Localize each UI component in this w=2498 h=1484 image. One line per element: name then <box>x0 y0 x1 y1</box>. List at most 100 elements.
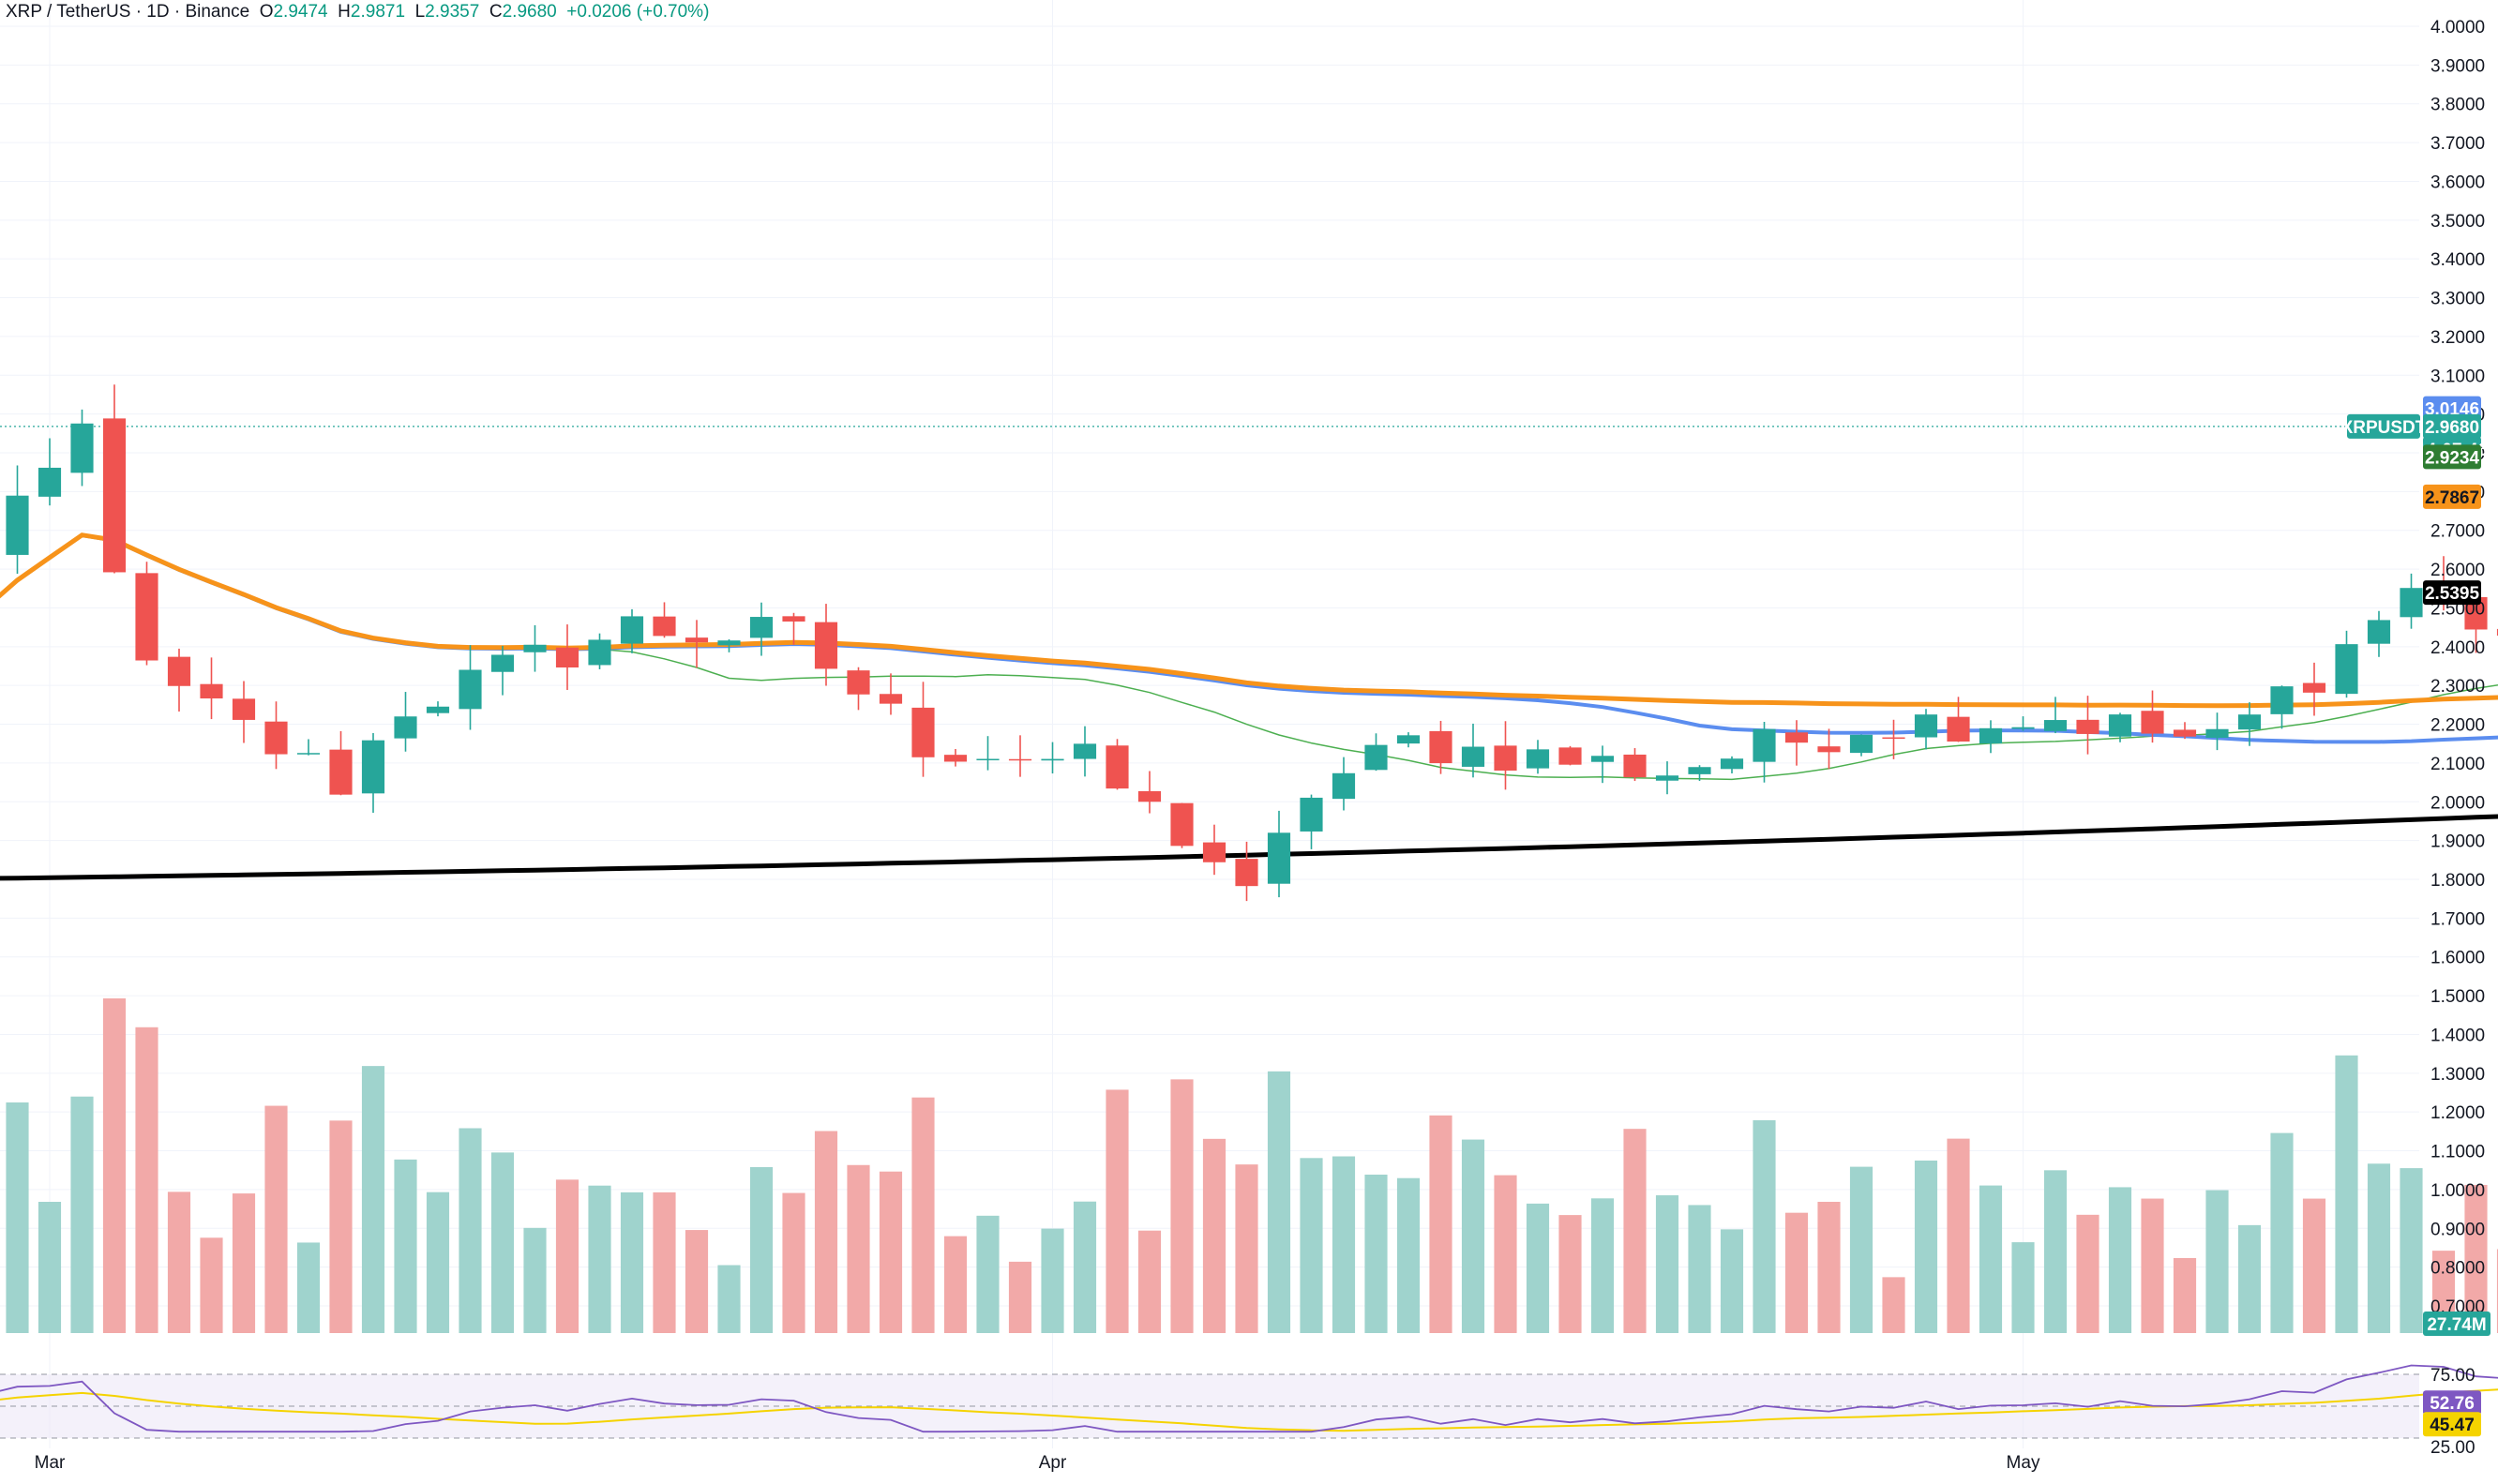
candle-body[interactable] <box>814 622 838 669</box>
rsi-pane <box>0 1364 2498 1439</box>
candle-body[interactable] <box>1753 728 1776 762</box>
candle-body[interactable] <box>1202 842 1226 862</box>
candle-body[interactable] <box>1461 746 1485 767</box>
candle-body[interactable] <box>1914 714 1938 738</box>
candle-body[interactable] <box>653 616 676 637</box>
candle-body[interactable] <box>2367 620 2391 644</box>
candlesticks[interactable] <box>0 174 2498 902</box>
candle-body[interactable] <box>782 616 805 622</box>
high-value: 2.9871 <box>350 2 406 22</box>
candle-body[interactable] <box>588 639 611 666</box>
candle-body[interactable] <box>1979 727 2003 744</box>
candle-body[interactable] <box>490 654 515 672</box>
candle-body[interactable] <box>70 423 94 473</box>
candle-body[interactable] <box>1849 734 1874 754</box>
volume-bar <box>1753 1119 1776 1333</box>
candle-body[interactable] <box>264 721 288 755</box>
candle-body[interactable] <box>2205 728 2229 738</box>
candle-body[interactable] <box>1590 756 1615 762</box>
volume-bar <box>1461 1139 1485 1333</box>
candle-body[interactable] <box>555 647 579 668</box>
candle-body[interactable] <box>2237 714 2262 730</box>
moving-averages <box>0 532 2498 881</box>
candle-body[interactable] <box>2043 720 2068 731</box>
candle-body[interactable] <box>1784 732 1809 743</box>
candle-body[interactable] <box>135 573 158 661</box>
symbol-tag-bg <box>2347 413 2420 439</box>
candle-body[interactable] <box>847 670 870 695</box>
volume-bar <box>1720 1229 1744 1333</box>
candle-body[interactable] <box>717 640 741 646</box>
candle-body[interactable] <box>1170 802 1194 847</box>
candle-body[interactable] <box>749 617 774 638</box>
candle-body[interactable] <box>2270 686 2294 714</box>
candle-body[interactable] <box>2076 719 2099 734</box>
candle-body[interactable] <box>1364 744 1388 771</box>
time-axis[interactable]: MarAprMayJunJulAugSepOct <box>35 1453 2498 1473</box>
price-axis[interactable]: 4.0000 3.9000 3.8000 3.7000 3.6000 3.5000 3.40… <box>2430 18 2485 1317</box>
candle-body[interactable] <box>879 694 903 704</box>
candle-body[interactable] <box>2496 628 2498 637</box>
candle-body[interactable] <box>102 418 127 573</box>
ma-200-line <box>0 814 2498 881</box>
volume-bar <box>2335 1055 2358 1333</box>
candle-body[interactable] <box>1623 754 1647 778</box>
candle-body[interactable] <box>1817 746 1841 753</box>
volume-bar <box>1267 1071 1291 1333</box>
candle-body[interactable] <box>1882 737 1905 740</box>
candle-body[interactable] <box>200 683 223 699</box>
volume-bar <box>2108 1187 2132 1333</box>
volume-bar <box>1429 1115 1452 1333</box>
ma-long-value-tag-bg <box>2423 484 2481 509</box>
rsi-value-tag-bg <box>2423 1390 2481 1416</box>
volume-bar <box>1300 1158 1323 1333</box>
price-tick-label: 3.6000 <box>2430 172 2485 192</box>
volume-bar <box>685 1230 709 1333</box>
candle-body[interactable] <box>2400 588 2423 618</box>
candle-body[interactable] <box>1688 767 1711 774</box>
candle-body[interactable] <box>361 740 385 794</box>
candle-body[interactable] <box>1720 758 1744 770</box>
candle-body[interactable] <box>167 656 191 686</box>
volume-bar <box>2141 1198 2164 1333</box>
volume-bar <box>1849 1166 1874 1333</box>
candle-body[interactable] <box>6 495 29 555</box>
candle-body[interactable] <box>2335 644 2358 695</box>
candle-body[interactable] <box>1558 747 1582 765</box>
candle-body[interactable] <box>1332 772 1356 800</box>
candle-body[interactable] <box>1008 758 1032 761</box>
candle-body[interactable] <box>296 753 321 755</box>
candle-body[interactable] <box>976 758 1000 761</box>
candle-body[interactable] <box>943 755 968 762</box>
candle-body[interactable] <box>1137 790 1162 802</box>
candle-body[interactable] <box>1267 832 1291 884</box>
candle-body[interactable] <box>2173 729 2197 737</box>
candle-body[interactable] <box>426 706 450 713</box>
candle-body[interactable] <box>394 716 417 739</box>
candle-body[interactable] <box>459 669 482 710</box>
candle-body[interactable] <box>1655 775 1679 781</box>
candle-body[interactable] <box>38 467 62 497</box>
candle-body[interactable] <box>1106 745 1129 789</box>
candle-body[interactable] <box>2108 714 2132 737</box>
candle-body[interactable] <box>523 644 547 652</box>
candle-body[interactable] <box>1300 797 1323 832</box>
candle-body[interactable] <box>1041 758 1064 761</box>
candle-body[interactable] <box>2302 682 2326 693</box>
candle-body[interactable] <box>2011 727 2035 729</box>
candle-body[interactable] <box>1526 749 1550 769</box>
candle-body[interactable] <box>685 637 709 643</box>
candle-body[interactable] <box>1947 716 1970 742</box>
candle-body[interactable] <box>1235 859 1258 887</box>
volume-bar <box>1947 1138 1970 1333</box>
candle-body[interactable] <box>1429 730 1452 764</box>
candle-body[interactable] <box>329 749 353 795</box>
candle-body[interactable] <box>2141 711 2164 734</box>
candle-body[interactable] <box>1494 745 1517 772</box>
candle-body[interactable] <box>911 707 935 757</box>
candle-body[interactable] <box>1396 735 1421 744</box>
candle-body[interactable] <box>1073 743 1097 759</box>
candle-body[interactable] <box>620 616 644 644</box>
candle-body[interactable] <box>232 698 256 720</box>
